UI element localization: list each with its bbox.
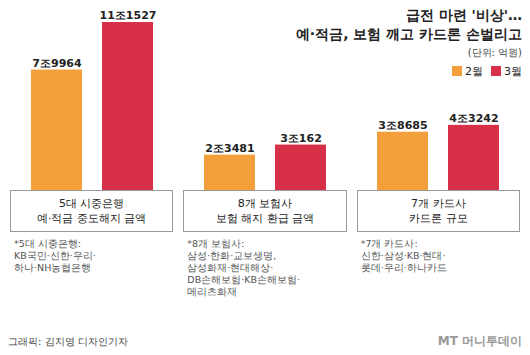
svg-text:7조9964: 7조9964 — [32, 57, 82, 70]
html-text:MT 머니투데이: MT 머니투데이 — [437, 334, 522, 348]
html-text:*8개 보험사: 삼성·한화·교보생명, 삼성화재·현대해상: *8개 보험사: 삼성·한화·교보생명, 삼성화재·현대해상· DB손해보험·K… — [187, 238, 300, 297]
html-text:3월: 3월 — [504, 65, 522, 78]
html-text:그래픽: 김지영 디자인기자: 그래픽: 김지영 디자인기자 — [8, 336, 128, 347]
html-text:2월: 2월 — [465, 65, 483, 78]
html-text:5대 시중은행 예·적금 중도해지 금액: 5대 시중은행 예·적금 중도해지 금액 — [36, 197, 147, 225]
svg-text:11조1527: 11조1527 — [100, 9, 157, 22]
svg-text:2조3481: 2조3481 — [205, 142, 254, 155]
svg-text:3조8685: 3조8685 — [378, 119, 427, 132]
html-text:*7개 카드사: 신한·삼성·KB·현대· 롯데·우리·하나: *7개 카드사: 신한·삼성·KB·현대· 롯데·우리·하나카드 — [360, 238, 447, 273]
html-text:8개 보험사 보험 해지 환급 금액: 8개 보험사 보험 해지 환급 금액 — [215, 197, 315, 225]
html-text:급전 마련 '비상'…: 급전 마련 '비상'… — [405, 7, 522, 23]
html-text:(단위: 억원): (단위: 억원) — [467, 47, 522, 58]
svg-text:4조3242: 4조3242 — [449, 112, 498, 125]
html-text:*5대 시중은행: KB국민·신한·우리· 하나·NH농협은: *5대 시중은행: KB국민·신한·우리· 하나·NH농협은행 — [14, 238, 96, 273]
svg-text:3조162: 3조162 — [280, 132, 322, 145]
html-text:7개 카드사 카드론 규모: 7개 카드사 카드론 규모 — [409, 197, 468, 225]
html-text:예·적금, 보험 깨고 카드론 손벌리고: 예·적금, 보험 깨고 카드론 손벌리고 — [295, 26, 522, 42]
